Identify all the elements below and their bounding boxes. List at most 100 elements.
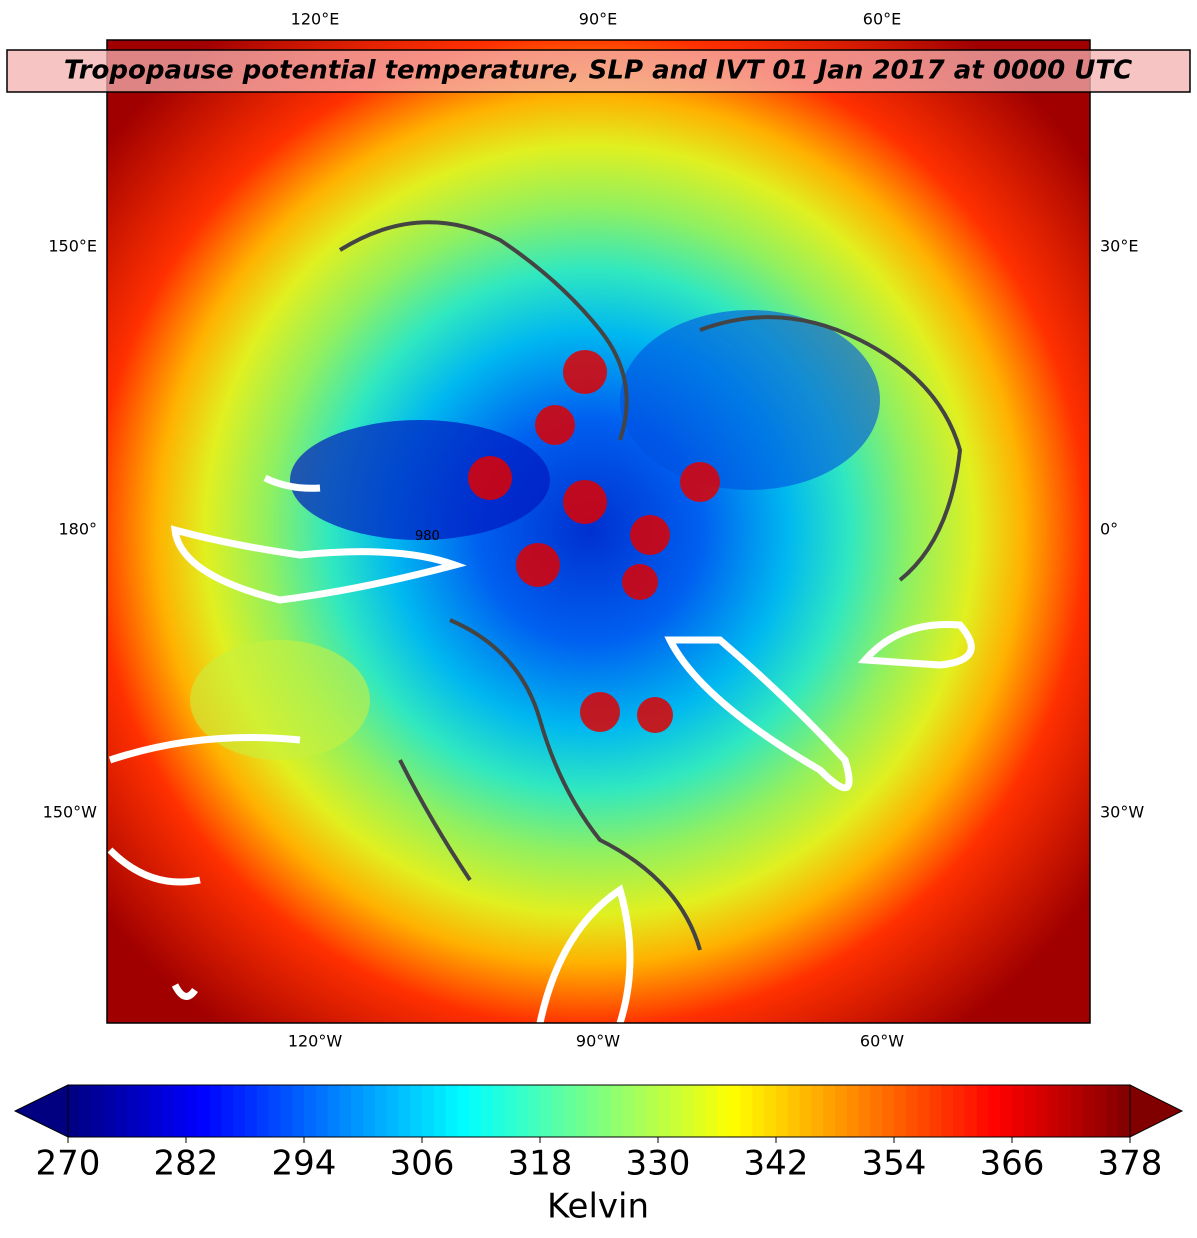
colorbar-segment xyxy=(705,1085,718,1137)
lon-label: 0° xyxy=(1100,520,1118,539)
colorbar-segment xyxy=(1106,1085,1119,1137)
colorbar-segment xyxy=(516,1085,529,1137)
colorbar-segment xyxy=(68,1085,81,1137)
lon-label: 150°W xyxy=(43,803,98,822)
colorbar-segment xyxy=(787,1085,801,1137)
colorbar-segment xyxy=(799,1085,812,1137)
colorbar-segment xyxy=(717,1085,730,1137)
colorbar-segment xyxy=(811,1085,824,1137)
colorbar-segment xyxy=(233,1085,246,1137)
ivt-contours xyxy=(107,474,975,1023)
lon-label: 150°E xyxy=(48,237,97,256)
colorbar-segment xyxy=(905,1085,919,1137)
colorbar-segment xyxy=(327,1085,340,1137)
colorbar-segment xyxy=(964,1085,978,1137)
colorbar-tick-label: 306 xyxy=(390,1144,455,1184)
colorbar-tick-label: 330 xyxy=(626,1144,691,1184)
lon-label: 120°E xyxy=(291,10,340,29)
lon-label: 60°W xyxy=(860,1032,904,1051)
colorbar-segment xyxy=(186,1085,199,1137)
lon-label: 30°W xyxy=(1100,803,1144,822)
colorbar-segment xyxy=(894,1085,907,1137)
colorbar-segment xyxy=(929,1085,942,1137)
colorbar-tick-label: 366 xyxy=(980,1144,1045,1184)
colorbar-segment xyxy=(351,1085,364,1137)
colorbar-segment xyxy=(115,1085,128,1137)
colorbar-tick-label: 342 xyxy=(744,1144,809,1184)
colorbar-segment xyxy=(953,1085,966,1137)
colorbar-segment xyxy=(540,1085,553,1137)
colorbar-segment xyxy=(988,1085,1001,1137)
red-cells xyxy=(468,350,720,733)
colorbar-segment xyxy=(469,1085,482,1137)
colorbar-segment xyxy=(941,1085,954,1137)
colorbar-segment xyxy=(138,1085,152,1137)
colorbar-segment xyxy=(374,1085,388,1137)
lon-label: 120°W xyxy=(288,1032,343,1051)
colorbar-segment xyxy=(363,1085,376,1137)
colorbar-segment xyxy=(79,1085,93,1137)
colorbar-segment xyxy=(693,1085,706,1137)
colorbar-segment xyxy=(315,1085,329,1137)
colorbar-segment xyxy=(504,1085,517,1137)
lon-label: 90°W xyxy=(576,1032,620,1051)
colorbar-segment xyxy=(1035,1085,1048,1137)
colorbar-segment xyxy=(1023,1085,1037,1137)
colorbar-segment xyxy=(551,1085,565,1137)
warm-tongue xyxy=(190,640,370,760)
colorbar-segment xyxy=(599,1085,612,1137)
contour-label: 980 xyxy=(415,529,440,544)
colorbar-segment xyxy=(256,1085,270,1137)
colorbar-tick-label: 378 xyxy=(1098,1144,1163,1184)
colorbar: 270 282 294 306 318 330 342 354 366 378 xyxy=(13,1084,1184,1184)
colorbar-segment xyxy=(492,1085,506,1137)
colorbar-segment xyxy=(1059,1085,1072,1137)
colorbar-segment xyxy=(658,1085,671,1137)
colorbar-segment xyxy=(846,1085,860,1137)
cold-pool xyxy=(620,310,880,490)
colorbar-segment xyxy=(197,1085,211,1137)
colorbar-segment xyxy=(386,1085,399,1137)
colorbar-segment xyxy=(127,1085,140,1137)
colorbar-segment xyxy=(209,1085,222,1137)
lon-label: 60°E xyxy=(863,10,901,29)
map-frame xyxy=(106,39,1091,1024)
colorbar-segment xyxy=(221,1085,234,1137)
colorbar-segment xyxy=(563,1085,576,1137)
colorbar-segment xyxy=(433,1085,447,1137)
colorbar-extend-high xyxy=(1129,1084,1184,1138)
colorbar-segment xyxy=(669,1085,683,1137)
colorbar-segment xyxy=(882,1085,895,1137)
colorbar-segment xyxy=(728,1085,742,1137)
colorbar-tick-label: 294 xyxy=(272,1144,337,1184)
title: Tropopause potential temperature, SLP an… xyxy=(64,56,1132,86)
colorbar-tick-label: 282 xyxy=(154,1144,219,1184)
colorbar-segment xyxy=(1000,1085,1013,1137)
colorbar-segment xyxy=(528,1085,541,1137)
colorbar-tick-label: 354 xyxy=(862,1144,927,1184)
lon-labels: 120°E 90°E 60°E 120°W 90°W 60°W 150°E 180° 150°W… xyxy=(43,10,1145,1051)
colorbar-segment xyxy=(823,1085,836,1137)
colorbar-label: Kelvin xyxy=(547,1187,649,1227)
colorbar-segment xyxy=(1082,1085,1096,1137)
colorbar-segment xyxy=(162,1085,175,1137)
colorbar-segment xyxy=(1012,1085,1025,1137)
colorbar-segment xyxy=(575,1085,588,1137)
colorbar-segment xyxy=(764,1085,777,1137)
colorbar-segment xyxy=(587,1085,600,1137)
colorbar-segment xyxy=(917,1085,930,1137)
colorbar-segment xyxy=(150,1085,163,1137)
colorbar-segment xyxy=(858,1085,871,1137)
colorbar-segment xyxy=(457,1085,470,1137)
colorbar-segment xyxy=(481,1085,494,1137)
colorbar-segment xyxy=(646,1085,659,1137)
colorbar-segment xyxy=(976,1085,989,1137)
colorbar-segment xyxy=(776,1085,789,1137)
colorbar-segment xyxy=(91,1085,104,1137)
lon-label: 90°E xyxy=(579,10,617,29)
colorbar-frame xyxy=(67,1084,1131,1138)
colorbar-segment xyxy=(870,1085,883,1137)
colorbar-segment xyxy=(280,1085,293,1137)
colorbar-segment xyxy=(103,1085,116,1137)
